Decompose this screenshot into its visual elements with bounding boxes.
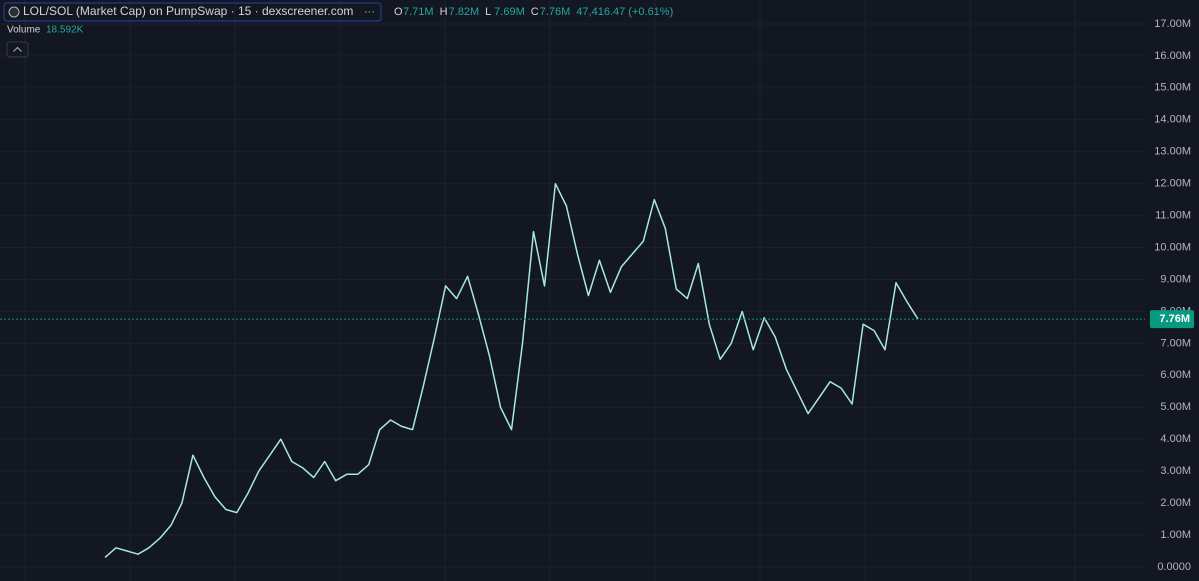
y-tick-label: 13.00M xyxy=(1154,146,1191,158)
y-tick-label: 2.00M xyxy=(1160,497,1191,509)
last-value-box xyxy=(1150,310,1194,329)
y-tick-label: 16.00M xyxy=(1154,50,1191,62)
y-tick-label: 3.00M xyxy=(1160,465,1191,477)
y-tick-label: 0.0000 xyxy=(1157,561,1191,573)
last-value-label: 7.76M xyxy=(1159,313,1190,325)
y-tick-label: 1.00M xyxy=(1160,529,1191,541)
y-tick-label: 7.00M xyxy=(1160,337,1191,349)
y-tick-label: 4.00M xyxy=(1160,433,1191,445)
ohlc-key: L xyxy=(485,6,491,18)
chart-title: LOL/SOL (Market Cap) on PumpSwap · 15 · … xyxy=(23,4,353,18)
symbol-icon xyxy=(8,6,20,18)
y-tick-label: 6.00M xyxy=(1160,369,1191,381)
y-tick-label: 14.00M xyxy=(1154,114,1191,126)
volume-value: 18.592K xyxy=(46,25,84,36)
y-tick-label: 10.00M xyxy=(1154,241,1191,253)
title-box[interactable] xyxy=(3,2,382,22)
grid xyxy=(0,0,1145,581)
y-tick-label: 11.00M xyxy=(1155,210,1191,222)
volume-label: Volume xyxy=(7,25,41,36)
change: 47,416.47 (+0.61%) xyxy=(576,6,673,18)
ohlc-value: 7.69M xyxy=(494,6,525,18)
y-tick-label: 15.00M xyxy=(1154,82,1191,94)
ohlc-key: H xyxy=(440,6,448,18)
ohlc-key: O xyxy=(394,6,403,18)
more-icon[interactable]: ··· xyxy=(364,6,375,18)
plot xyxy=(0,182,1145,558)
y-tick-label: 5.00M xyxy=(1160,401,1191,413)
ohlc-value: 7.82M xyxy=(449,6,480,18)
y-tick-label: 12.00M xyxy=(1154,178,1191,190)
y-tick-label: 17.00M xyxy=(1154,18,1191,30)
ohlc-value: 7.71M xyxy=(403,6,434,18)
collapse-button[interactable] xyxy=(6,41,29,58)
collapse-icon xyxy=(13,46,22,52)
price-line xyxy=(104,182,919,558)
y-tick-label: 9.00M xyxy=(1160,273,1191,285)
ohlc-key: C xyxy=(531,6,539,18)
ohlc-value: 7.76M xyxy=(540,6,571,18)
